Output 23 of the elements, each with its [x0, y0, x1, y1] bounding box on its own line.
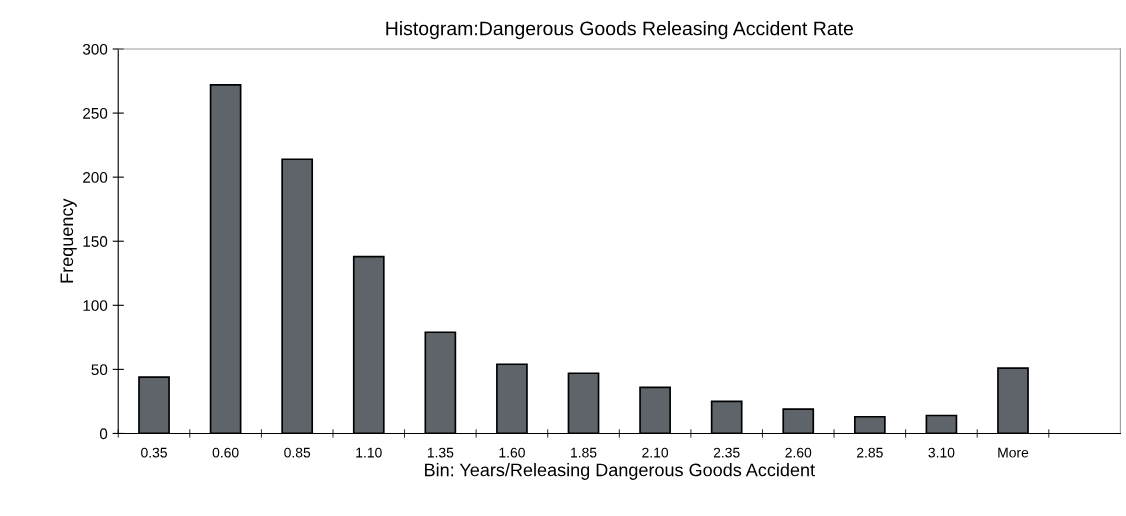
x-axis-title: Bin: Years/Releasing Dangerous Goods Accident — [425, 463, 815, 480]
y-tick-label: 0 — [99, 428, 108, 440]
x-tick-label: 1.35 — [427, 447, 454, 458]
y-tick-label: 50 — [91, 364, 108, 376]
x-tick-label: 1.85 — [571, 447, 597, 458]
x-tick-label: 2.10 — [642, 447, 669, 458]
x-tick-label: 1.10 — [356, 447, 382, 458]
y-axis-title: Frequency — [60, 198, 77, 283]
y-tick-label: 300 — [82, 43, 108, 55]
y-tick-label: 250 — [83, 107, 108, 119]
x-tick-label: 2.35 — [713, 447, 740, 458]
chart-title: Histogram:Dangerous Goods Releasing Accident Rate — [386, 21, 853, 40]
x-tick-label: More — [998, 447, 1029, 458]
x-tick-label: 2.60 — [785, 447, 812, 458]
y-tick-label: 200 — [83, 172, 108, 183]
x-tick-label: 0.35 — [141, 447, 167, 458]
x-tick-label: 0.85 — [284, 447, 311, 458]
x-tick-label: 0.60 — [212, 447, 239, 458]
y-tick-label: 100 — [83, 300, 108, 311]
x-tick-label: 2.85 — [857, 447, 883, 458]
x-tick-label: 3.10 — [928, 447, 955, 458]
y-tick-label: 150 — [83, 236, 108, 247]
x-tick-label: 1.60 — [499, 447, 525, 458]
